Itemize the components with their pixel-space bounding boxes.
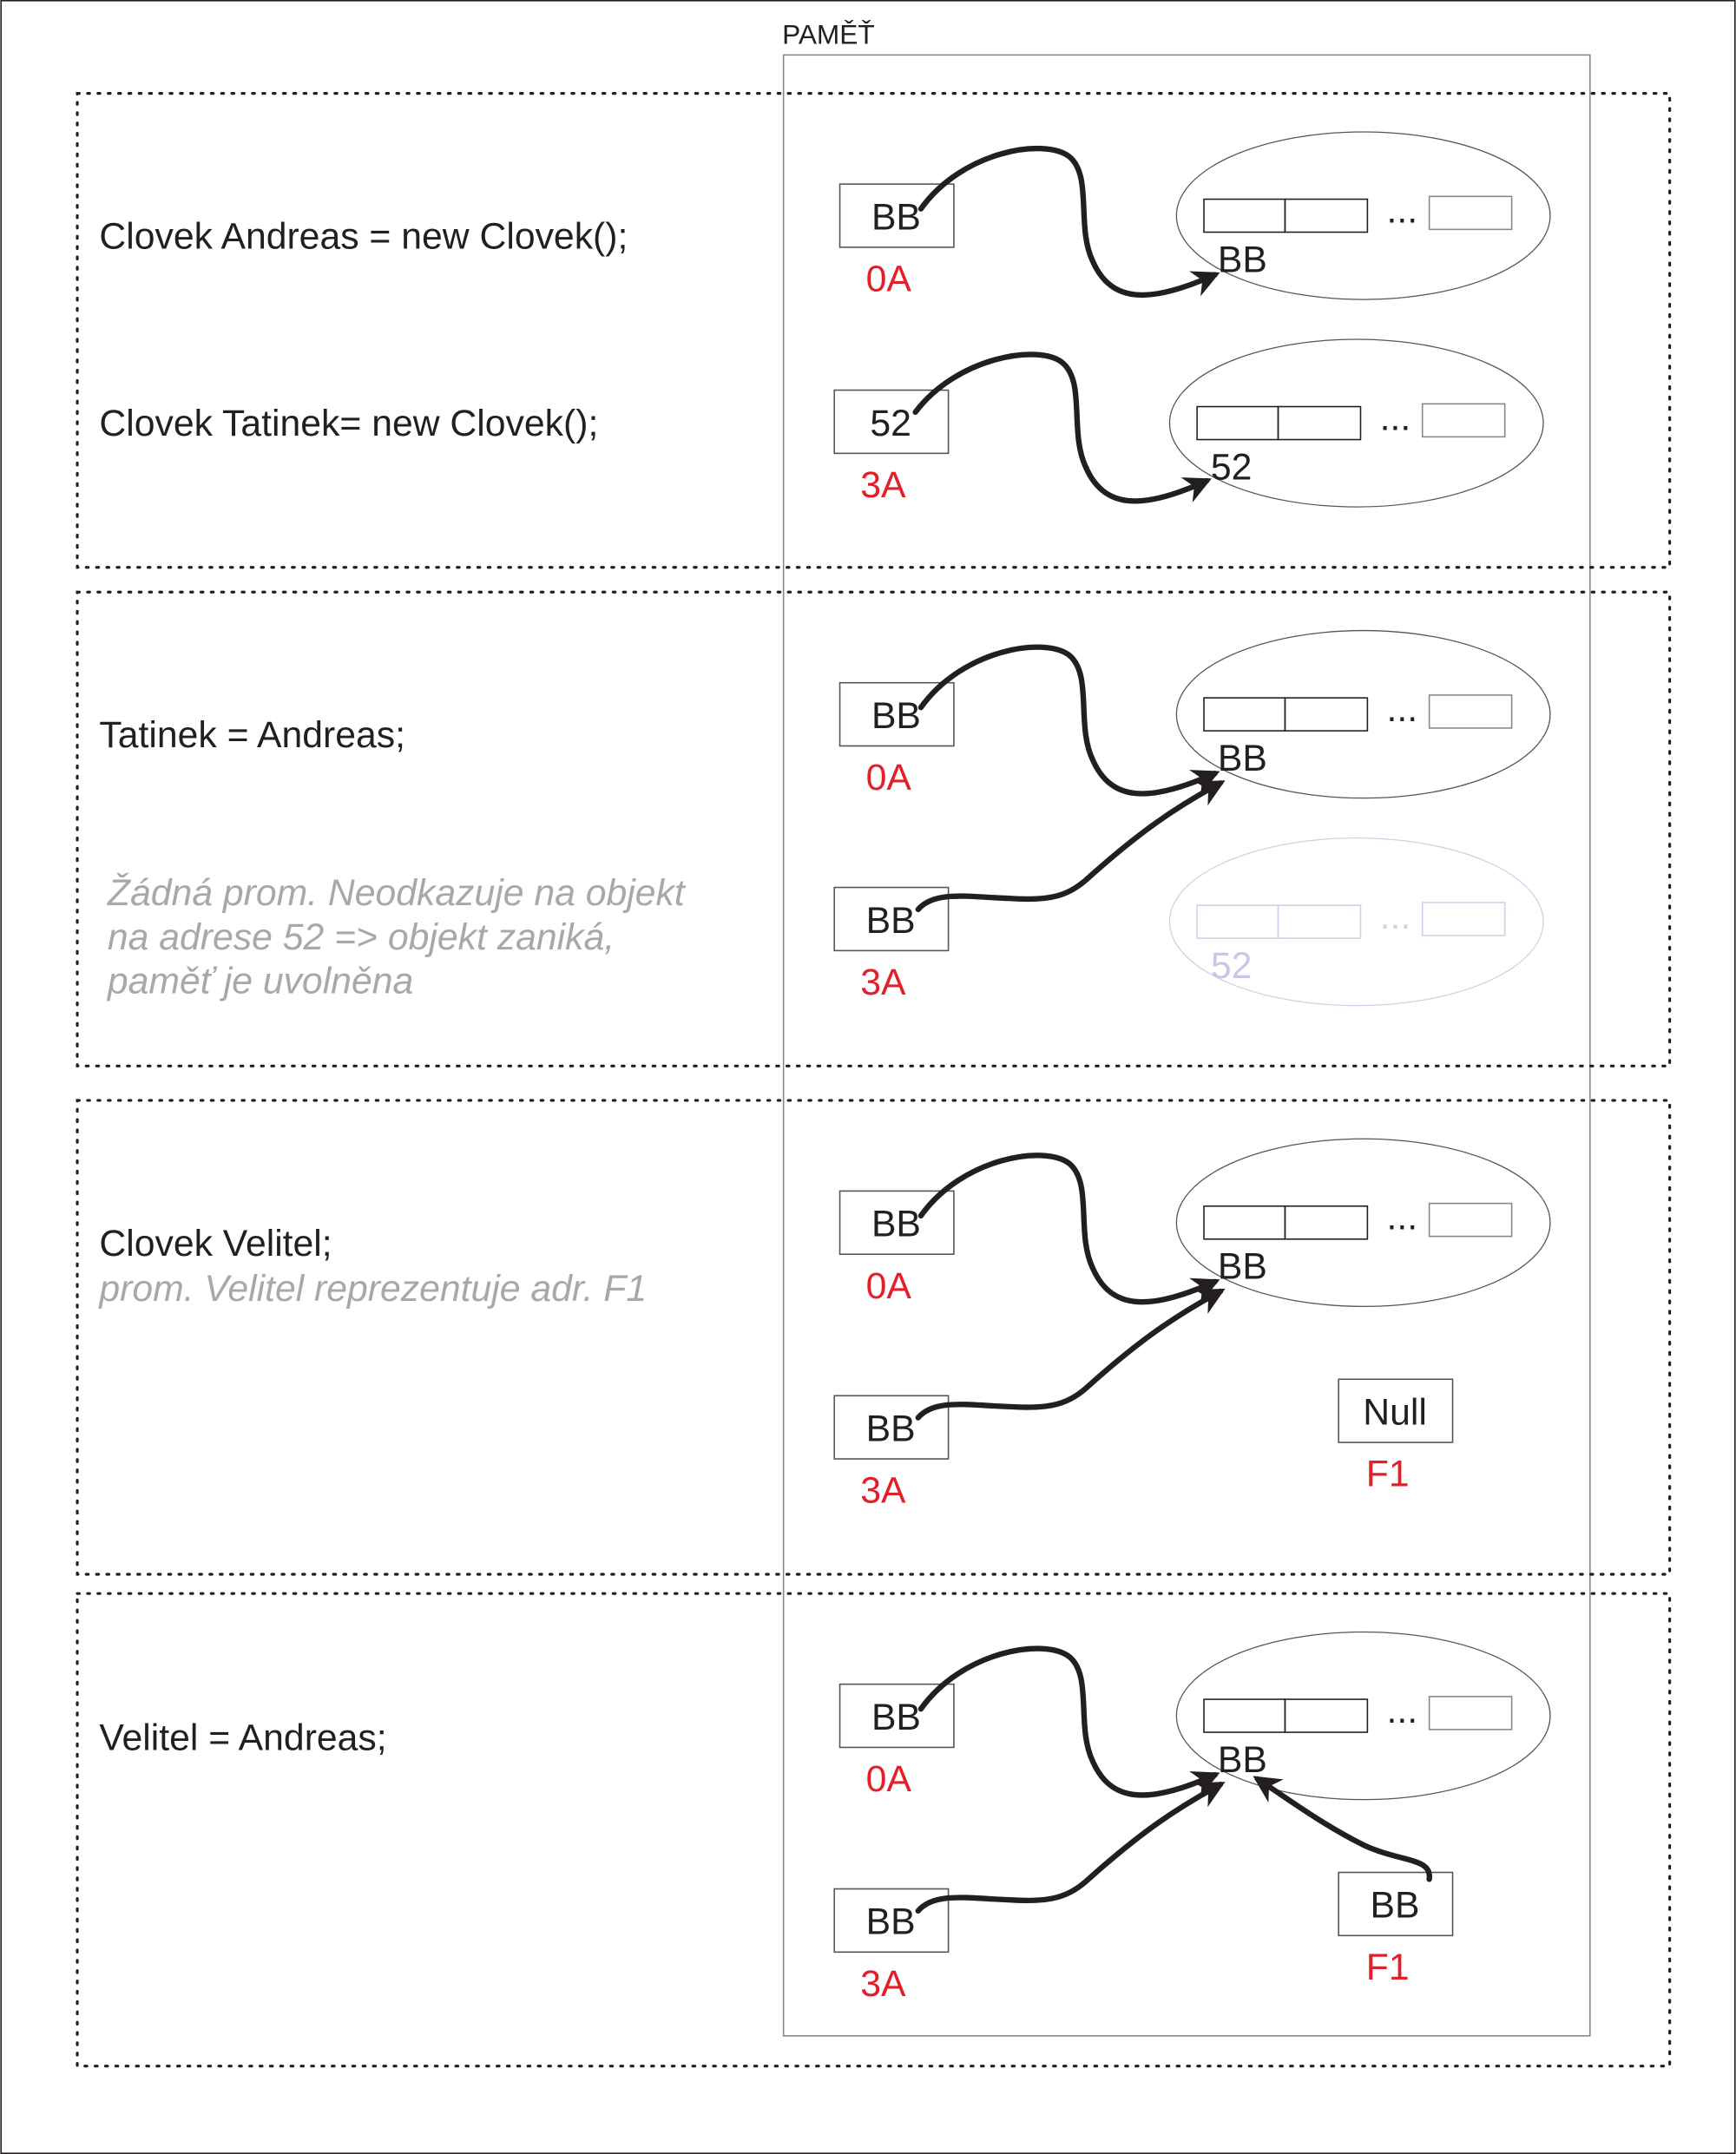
object-field: [1284, 1698, 1369, 1733]
memory-area: [782, 54, 1591, 2037]
note-line: Žádná prom. Neodkazuje na objekt: [107, 872, 687, 914]
reference-arrow: [917, 1153, 1220, 1305]
object-address: BB: [1218, 1246, 1267, 1288]
variable-value: BB: [871, 695, 921, 737]
variable-address: 0A: [866, 1758, 912, 1800]
variable-value: BB: [1371, 1885, 1420, 1927]
reference-arrow: [915, 780, 1226, 913]
variable-address: 3A: [860, 1470, 906, 1512]
variable-box: [838, 1190, 955, 1255]
object-field: [1284, 198, 1369, 233]
code-line: Clovek Velitel;: [99, 1223, 332, 1264]
variable-value: BB: [866, 1901, 916, 1943]
reference-arrow: [1253, 1776, 1432, 1882]
variable-value: BB: [871, 196, 921, 238]
object-address: 52: [1211, 446, 1253, 488]
object-field: [1196, 405, 1279, 441]
object-ellipsis: ...: [1387, 189, 1418, 231]
object-ellipsis: ...: [1387, 1690, 1418, 1731]
object-ellipse: [1175, 1631, 1551, 1801]
code-line: Tatinek = Andreas;: [99, 714, 405, 756]
panel-border: [76, 92, 1672, 569]
reference-arrow: [917, 145, 1220, 299]
code-line: Clovek Tatinek= new Clovek();: [99, 403, 598, 444]
note-line: paměť je uvolněna: [106, 960, 413, 1001]
object-field: [1428, 195, 1513, 231]
object-ellipse: [1175, 629, 1551, 799]
object-ellipsis: ...: [1387, 688, 1418, 730]
step-panel-4: Velitel = Andreas;... BB BB 0A BB 3A BB F1: [76, 1592, 1672, 2068]
note-line: na adrese 52 => objekt zaniká,: [108, 916, 615, 958]
object-field: [1421, 403, 1506, 438]
variable-value: BB: [866, 1408, 916, 1449]
reference-arrow: [917, 1645, 1220, 1798]
variable-box: [1338, 1378, 1454, 1443]
variable-address: F1: [1366, 1454, 1410, 1495]
variable-box: [833, 886, 950, 952]
step-panel-1: Clovek Andreas = new Clovek(); Clovek Tat…: [76, 92, 1672, 569]
variable-value: BB: [871, 1697, 921, 1738]
code-line: Velitel = Andreas;: [99, 1717, 386, 1759]
reference-arrow: [912, 351, 1212, 504]
code-line: Clovek Andreas = new Clovek();: [99, 216, 628, 258]
object-field: [1428, 1696, 1513, 1730]
variable-box: [833, 1888, 950, 1954]
object-field: [1203, 1205, 1286, 1240]
object-field: [1277, 405, 1362, 441]
object-ellipse: [1175, 131, 1551, 300]
panel-border: [76, 1592, 1672, 2068]
reference-arrow: [915, 1288, 1226, 1421]
variable-box: [838, 1683, 955, 1749]
object-field: [1277, 904, 1362, 939]
variable-address: 3A: [860, 1963, 906, 2005]
reference-arrow: [915, 1782, 1226, 1914]
object-ellipse: [1175, 1138, 1551, 1307]
variable-address: 3A: [860, 464, 906, 506]
object-field: [1196, 904, 1279, 939]
object-address: 52: [1211, 945, 1253, 987]
variable-address: 0A: [866, 1265, 912, 1307]
object-field: [1428, 694, 1513, 729]
variable-box: [833, 389, 950, 455]
variable-address: 0A: [866, 259, 912, 300]
object-field: [1203, 198, 1286, 233]
object-field: [1284, 1205, 1369, 1240]
panel-border: [76, 1099, 1672, 1576]
variable-box: [833, 1395, 950, 1460]
object-field: [1203, 697, 1286, 732]
reference-arrow: [917, 644, 1220, 797]
object-field: [1428, 1202, 1513, 1238]
variable-value: BB: [871, 1204, 921, 1245]
object-field: [1203, 1698, 1286, 1733]
object-address: BB: [1218, 239, 1267, 280]
variable-address: 3A: [860, 962, 906, 1003]
object-ellipsis: ...: [1380, 397, 1411, 438]
note-line: prom. Velitel reprezentuje adr. F1: [97, 1268, 647, 1310]
object-ellipsis: ...: [1380, 896, 1411, 937]
object-ellipse: [1168, 338, 1544, 508]
step-panel-3: Clovek Velitel;prom. Velitel reprezentuj…: [76, 1099, 1672, 1576]
variable-value: 52: [870, 403, 911, 444]
object-ellipsis: ...: [1387, 1197, 1418, 1238]
variable-box: [838, 681, 955, 747]
object-address: BB: [1218, 1739, 1267, 1781]
variable-box: [838, 183, 955, 248]
variable-box: [1338, 1871, 1454, 1937]
variable-value: Null: [1363, 1391, 1427, 1433]
variable-address: 0A: [866, 757, 912, 798]
object-ellipse: [1168, 837, 1544, 1007]
step-panel-2: Tatinek = Andreas; Žádná prom. Neodkazuje…: [76, 590, 1672, 1067]
variable-value: BB: [866, 900, 916, 942]
object-field: [1284, 697, 1369, 732]
panel-border: [76, 590, 1672, 1067]
memory-title: PAMĚŤ: [782, 19, 875, 50]
variable-address: F1: [1366, 1947, 1410, 1988]
object-address: BB: [1218, 738, 1267, 779]
object-field: [1421, 902, 1506, 936]
